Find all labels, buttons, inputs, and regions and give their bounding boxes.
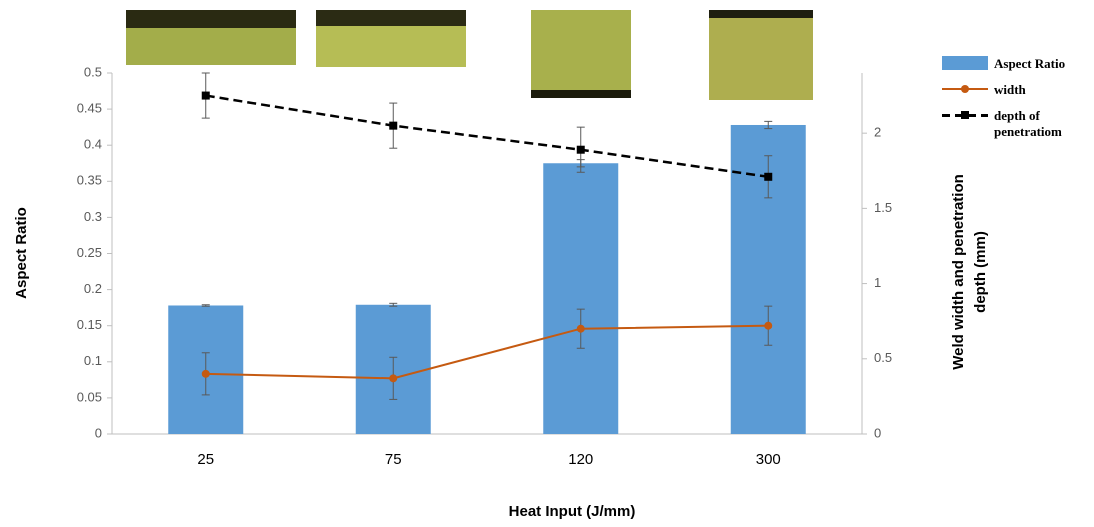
legend-symbol — [942, 56, 988, 70]
legend-item: depth of penetratiom — [942, 108, 1092, 140]
legend-label: Aspect Ratio — [994, 56, 1066, 71]
photo — [709, 10, 813, 100]
line — [205, 324, 769, 380]
marker — [389, 121, 398, 130]
photo — [531, 90, 631, 98]
y-tick-label: 0.3 — [84, 209, 102, 224]
y-axis-title: Aspect Ratio — [13, 207, 30, 299]
y-tick-label: 0.2 — [84, 281, 102, 296]
legend-marker — [961, 85, 969, 93]
marker — [389, 374, 398, 383]
x-tick-label: 25 — [197, 451, 214, 468]
bar — [543, 163, 619, 434]
photo — [709, 10, 813, 18]
y2-tick-label: 2 — [874, 125, 881, 140]
marker — [576, 145, 585, 154]
x-tick-label: 300 — [756, 451, 781, 468]
y-tick-label: 0 — [95, 425, 102, 440]
y-tick-label: 0.4 — [84, 137, 102, 152]
y-tick-label: 0.45 — [77, 101, 102, 116]
x-tick-label: 75 — [385, 451, 402, 468]
marker — [201, 369, 210, 378]
photo — [126, 10, 296, 28]
y-tick-label: 0.25 — [77, 245, 102, 260]
y-tick-label: 0.1 — [84, 353, 102, 368]
y2-tick-label: 0.5 — [874, 350, 892, 365]
error-bar — [389, 302, 398, 307]
legend-item: Aspect Ratio — [942, 56, 1092, 72]
legend-symbol — [942, 82, 988, 96]
y-tick-label: 0.5 — [84, 64, 102, 79]
weld-photos — [126, 10, 813, 100]
marker — [576, 324, 585, 333]
legend: Aspect Ratio width depth of penetratiom — [942, 56, 1092, 150]
line — [205, 94, 769, 179]
error-bar — [764, 120, 773, 130]
photo — [531, 10, 631, 98]
error-bar — [201, 304, 210, 307]
legend-symbol — [942, 108, 988, 122]
y2-tick-label: 1.5 — [874, 200, 892, 215]
marker — [764, 321, 773, 330]
marker — [764, 172, 773, 181]
x-axis-title: Heat Input (J/mm) — [509, 503, 636, 520]
marker — [201, 91, 210, 100]
y-tick-label: 0.15 — [77, 317, 102, 332]
y-tick-label: 0.05 — [77, 389, 102, 404]
y2-tick-label: 0 — [874, 425, 881, 440]
legend-label: depth of penetratiom — [994, 108, 1062, 139]
y2-tick-label: 1 — [874, 275, 881, 290]
legend-label: width — [994, 82, 1026, 97]
legend-marker — [961, 111, 969, 119]
x-tick-label: 120 — [568, 451, 593, 468]
y2-axis-title: Weld width and penetration depth (mm) — [950, 174, 989, 370]
legend-item: width — [942, 82, 1092, 98]
y-tick-label: 0.35 — [77, 173, 102, 188]
photo — [316, 10, 466, 26]
